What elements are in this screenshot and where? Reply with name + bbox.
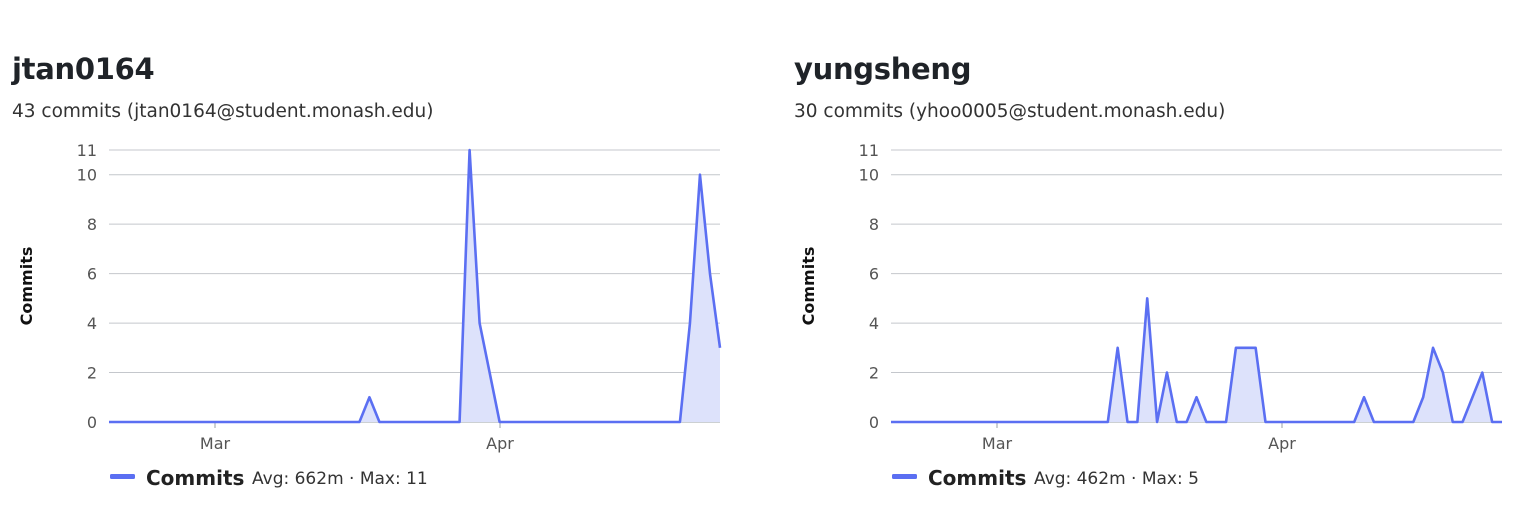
y-tick-label: 2 — [87, 364, 97, 383]
legend-swatch — [110, 474, 135, 479]
legend-swatch — [892, 474, 917, 479]
y-tick-label: 11 — [859, 141, 879, 160]
y-axis-label: Commits — [17, 247, 36, 326]
y-tick-label: 4 — [869, 314, 879, 333]
series-area-fill — [891, 298, 1502, 422]
x-tick-label: Mar — [200, 434, 231, 453]
series-line — [109, 148, 722, 424]
y-tick-label: 2 — [869, 364, 879, 383]
contributor-panel-yungsheng: yungsheng 30 commits (yhoo0005@student.m… — [794, 0, 1534, 524]
legend-series-name: Commits — [146, 466, 244, 490]
contributor-name: jtan0164 — [12, 52, 155, 86]
y-tick-label: 6 — [87, 265, 97, 284]
commits-area-chart: 0 2 4 6 8 10 11 Commits Mar Apr Commits Avg: 462m ·… — [799, 141, 1503, 490]
x-tick-label: Mar — [982, 434, 1013, 453]
legend-stats: Avg: 662m · Max: 11 — [252, 469, 428, 489]
y-tick-label: 6 — [869, 265, 879, 284]
commit-summary: 30 commits (yhoo0005@student.monash.edu) — [794, 101, 1226, 122]
x-tick-label: Apr — [1268, 434, 1296, 453]
legend-stats: Avg: 462m · Max: 5 — [1034, 469, 1199, 489]
y-tick-label: 8 — [869, 215, 879, 234]
contributor-name: yungsheng — [794, 52, 972, 86]
legend-series-name: Commits — [928, 466, 1026, 490]
y-tick-label: 8 — [87, 215, 97, 234]
series-area-fill — [109, 150, 720, 422]
contributor-panel-jtan0164: jtan0164 43 commits (jtan0164@student.mo… — [12, 0, 752, 524]
y-tick-label: 11 — [77, 141, 97, 160]
y-tick-label: 4 — [87, 314, 97, 333]
y-axis-label: Commits — [799, 247, 818, 326]
commits-area-chart: 0 2 4 6 8 10 11 Commits Mar Apr Commits Avg: 662m ·… — [17, 141, 722, 490]
y-tick-label: 0 — [87, 413, 97, 432]
commit-summary: 43 commits (jtan0164@student.monash.edu) — [12, 101, 434, 122]
y-tick-label: 10 — [77, 166, 97, 185]
y-tick-label: 0 — [869, 413, 879, 432]
x-tick-label: Apr — [486, 434, 514, 453]
y-tick-label: 10 — [859, 166, 879, 185]
